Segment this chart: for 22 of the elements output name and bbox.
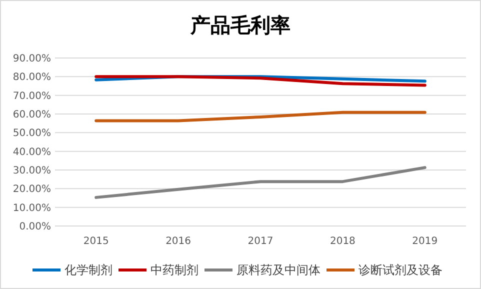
y-tick-label: 30.00%: [12, 166, 51, 176]
y-tick-label: 60.00%: [12, 110, 51, 120]
y-tick-label: 40.00%: [12, 146, 51, 158]
y-tick-label: 10.00%: [12, 202, 51, 214]
legend-label: 化学制剂: [64, 263, 112, 278]
y-tick-label: 50.00%: [12, 128, 51, 140]
line-series: [94, 166, 426, 199]
y-tick-label: 0.00%: [19, 222, 51, 232]
legend-label: 诊断试剂及设备: [358, 263, 442, 278]
y-tick-label: 20.00%: [12, 184, 51, 196]
x-tick-label: 2017: [248, 236, 274, 247]
chart-title: 产品毛利率: [190, 13, 290, 37]
y-tick-label: 70.00%: [12, 90, 51, 102]
y-tick-label: 90.00%: [12, 54, 51, 64]
x-tick-label: 2019: [412, 236, 438, 247]
legend-label: 中药制剂: [150, 263, 198, 278]
legend-label: 原料药及中间体: [236, 263, 320, 278]
x-tick-label: 2018: [330, 236, 356, 247]
y-tick-label: 80.00%: [12, 72, 51, 84]
x-tick-label: 2015: [83, 236, 109, 247]
line-series: [94, 75, 426, 87]
x-tick-label: 2016: [166, 236, 192, 247]
